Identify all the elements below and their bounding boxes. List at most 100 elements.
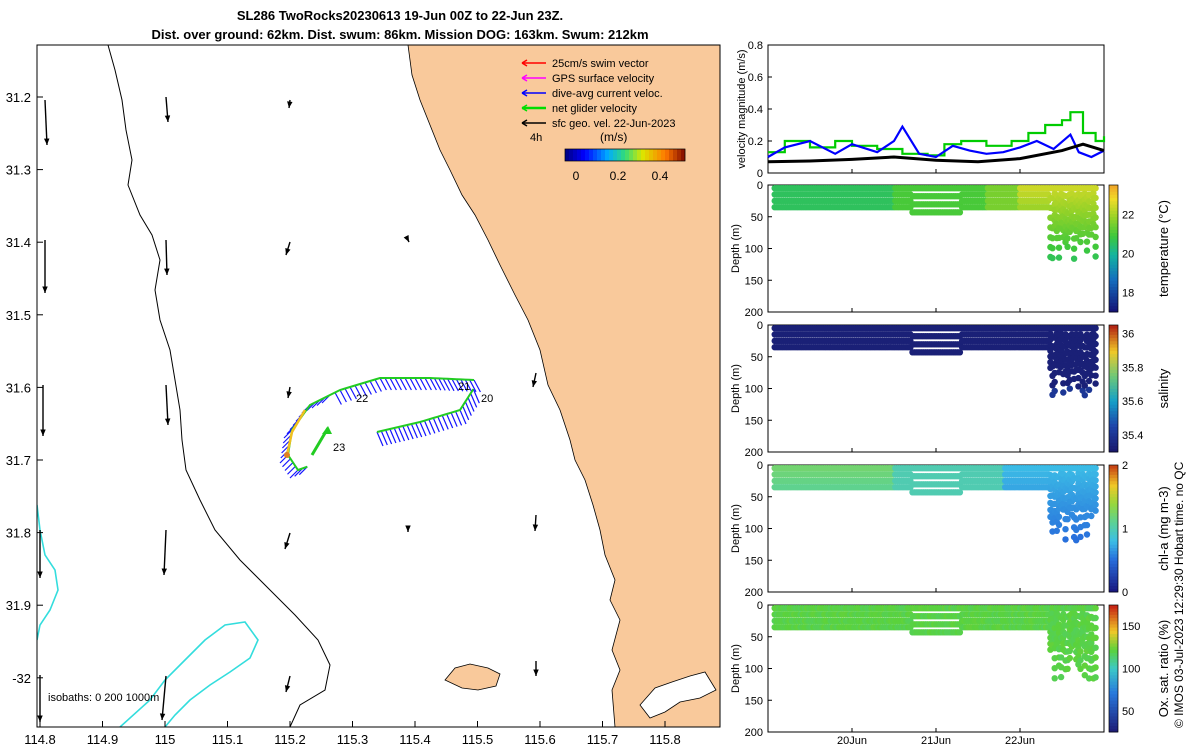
dive-avg-current-vector xyxy=(283,429,293,439)
time-tick-label: 20Jun xyxy=(837,735,867,747)
profile-point xyxy=(1066,654,1074,662)
surface-current-arrows xyxy=(37,96,539,722)
current-arrowhead xyxy=(403,235,409,242)
depth-colorbar-cell xyxy=(1109,191,1118,195)
island xyxy=(444,663,501,691)
depth-colorbar-frame xyxy=(1108,464,1119,593)
profile-point xyxy=(1092,253,1099,260)
depth-colorbar-cell xyxy=(1109,429,1118,434)
depth-ytick-label: 200 xyxy=(745,307,763,319)
map-frame xyxy=(36,44,721,728)
colorbar-cell xyxy=(601,149,606,161)
profile-point xyxy=(1055,521,1063,529)
profile-point xyxy=(1092,194,1099,202)
colorbar-cell xyxy=(629,149,634,161)
depth-colorbar-cell xyxy=(1109,413,1118,418)
dive-avg-current-vector xyxy=(424,377,432,391)
profile-point xyxy=(1092,501,1099,508)
depth-colorbar-cell xyxy=(1109,503,1118,507)
profile-point xyxy=(1049,254,1056,262)
track-speed-highlight xyxy=(284,452,290,458)
depth-colorbar-cell xyxy=(1109,550,1118,555)
depth-colorbar-cell xyxy=(1109,378,1118,383)
current-arrowhead xyxy=(43,138,50,145)
profile-point xyxy=(1092,495,1099,502)
depth-colorbar-cell xyxy=(1109,283,1118,287)
map-panel: 114.8 114.9 115 115.1 115.2 115.3 115.4 115.5 11… xyxy=(6,44,721,747)
depth-colorbar-cell xyxy=(1109,576,1118,580)
profile-point xyxy=(1081,382,1089,389)
profile-point xyxy=(956,489,964,496)
dive-avg-current-vector xyxy=(464,401,472,416)
day-label-23: 23 xyxy=(333,442,345,454)
depth-colorbar-cell xyxy=(1109,674,1118,679)
depth-colorbar-cell xyxy=(1109,572,1118,577)
depth-colorbar-cell xyxy=(1109,471,1118,475)
dive-avg-current-vector xyxy=(442,378,451,391)
profile-point xyxy=(1092,243,1099,250)
colorbar-tick-label: 0.4 xyxy=(652,169,669,183)
colorbar-cell xyxy=(565,149,570,161)
depth-colorbar-cell xyxy=(1109,292,1118,297)
depth-colorbar-cell xyxy=(1109,254,1118,259)
depth-colorbar-cell xyxy=(1109,525,1118,529)
depth-colorbar-cell xyxy=(1109,359,1118,364)
day-label-20: 20 xyxy=(481,393,493,405)
depth-ytick-label: 150 xyxy=(745,275,763,287)
dive-avg-current-vector xyxy=(451,378,459,392)
depth-colorbar-cell xyxy=(1109,538,1118,542)
depth-colorbar-cell xyxy=(1109,264,1118,268)
depth-colorbar-cell xyxy=(1109,407,1118,412)
dive-avg-current-vector xyxy=(432,417,440,433)
depth-ytick-label: 50 xyxy=(751,492,763,504)
lat-tick-label: 31.8 xyxy=(6,526,31,541)
depth-colorbar-cell xyxy=(1109,267,1118,272)
dive-avg-current-vector xyxy=(376,431,384,447)
current-arrowhead xyxy=(284,685,291,692)
colorbar-cell xyxy=(649,149,654,161)
depth-colorbar-cell xyxy=(1109,585,1118,590)
depth-colorbar-tick-label: 18 xyxy=(1122,287,1134,299)
legend-item: dive-avg current veloc. xyxy=(521,88,663,100)
depth-colorbar-cell xyxy=(1109,541,1118,545)
depth-colorbar-cell xyxy=(1109,334,1118,339)
depth-colorbar-cell xyxy=(1109,353,1118,358)
glider-track xyxy=(279,377,481,479)
depth-colorbar-cell xyxy=(1109,344,1118,348)
colorbar-cell xyxy=(613,149,618,161)
depth-colorbar-cell xyxy=(1109,477,1118,482)
colorbar-cell xyxy=(653,149,658,161)
time-tick-label: 22Jun xyxy=(1005,735,1035,747)
colorbar-cell xyxy=(625,149,630,161)
depth-colorbar-cell xyxy=(1109,401,1118,405)
depth-colorbar-cell xyxy=(1109,693,1118,698)
depth-colorbar-cell xyxy=(1109,658,1118,663)
depth-colorbar-cell xyxy=(1109,506,1118,510)
depth-colorbar-cell xyxy=(1109,350,1118,354)
depth-colorbar-cell xyxy=(1109,417,1118,421)
current-arrow xyxy=(161,675,167,721)
velocity-series-line xyxy=(768,111,1106,157)
dive-avg-current-vector xyxy=(447,378,455,392)
lon-tick-label: 115.4 xyxy=(399,732,431,747)
depth-colorbar-cell xyxy=(1109,722,1118,727)
current-arrowhead xyxy=(286,391,292,398)
dive-avg-current-vector xyxy=(472,388,480,404)
dive-avg-current-vector xyxy=(393,427,401,443)
dive-avg-current-vector xyxy=(284,462,294,471)
depth-colorbar-cell xyxy=(1109,547,1118,552)
velocity-ylabel: velocity magnitude (m/s) xyxy=(736,49,748,168)
depth-colorbar-cell xyxy=(1109,340,1118,345)
profile-point xyxy=(1064,243,1071,250)
depth-ytick-label: 0 xyxy=(757,600,763,612)
profile-point xyxy=(1092,185,1099,192)
dive-avg-current-vector xyxy=(419,421,427,437)
depth-colorbar-cell xyxy=(1109,366,1118,370)
depth-colorbar-tick-label: 0 xyxy=(1122,587,1128,599)
depth-colorbar-tick-label: 100 xyxy=(1122,664,1140,676)
isobath-1000m xyxy=(37,504,59,641)
depth-colorbar-cell xyxy=(1109,668,1118,673)
depth-colorbar-cell xyxy=(1109,617,1118,622)
